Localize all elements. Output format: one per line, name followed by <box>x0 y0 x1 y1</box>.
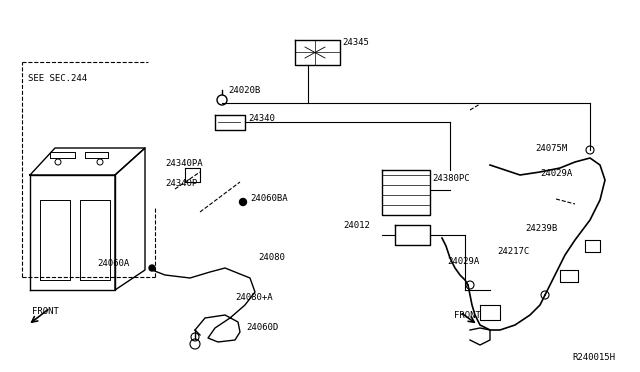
Text: 24029A: 24029A <box>540 169 572 177</box>
Text: SEE SEC.244: SEE SEC.244 <box>28 74 87 83</box>
Circle shape <box>149 265 155 271</box>
Text: 24060D: 24060D <box>246 324 278 333</box>
Text: R240015H: R240015H <box>572 353 615 362</box>
Text: 24060A: 24060A <box>98 259 130 267</box>
Text: 24340PA: 24340PA <box>165 158 203 167</box>
Text: 24217C: 24217C <box>497 247 529 257</box>
Text: 24380PC: 24380PC <box>432 173 470 183</box>
Text: 24012: 24012 <box>343 221 370 230</box>
Text: 24239B: 24239B <box>525 224 557 232</box>
Text: FRONT: FRONT <box>32 308 59 317</box>
Text: 24075M: 24075M <box>535 144 567 153</box>
Text: 24080: 24080 <box>258 253 285 263</box>
Text: 24020B: 24020B <box>228 86 260 94</box>
Circle shape <box>239 199 246 205</box>
Text: 24340P: 24340P <box>165 179 197 187</box>
Text: FRONT: FRONT <box>454 311 481 320</box>
Text: 24340: 24340 <box>248 113 275 122</box>
Text: 24060BA: 24060BA <box>250 193 287 202</box>
Text: 24029A: 24029A <box>448 257 480 266</box>
Text: 24080+A: 24080+A <box>235 294 273 302</box>
Text: 24345: 24345 <box>342 38 369 46</box>
